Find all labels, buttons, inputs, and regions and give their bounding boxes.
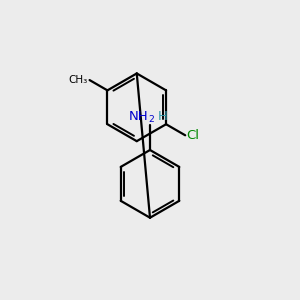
Text: CH₃: CH₃ xyxy=(69,75,88,85)
Text: Cl: Cl xyxy=(186,129,200,142)
Text: H: H xyxy=(158,110,167,123)
Text: NH: NH xyxy=(129,110,148,123)
Text: 2: 2 xyxy=(149,115,155,124)
